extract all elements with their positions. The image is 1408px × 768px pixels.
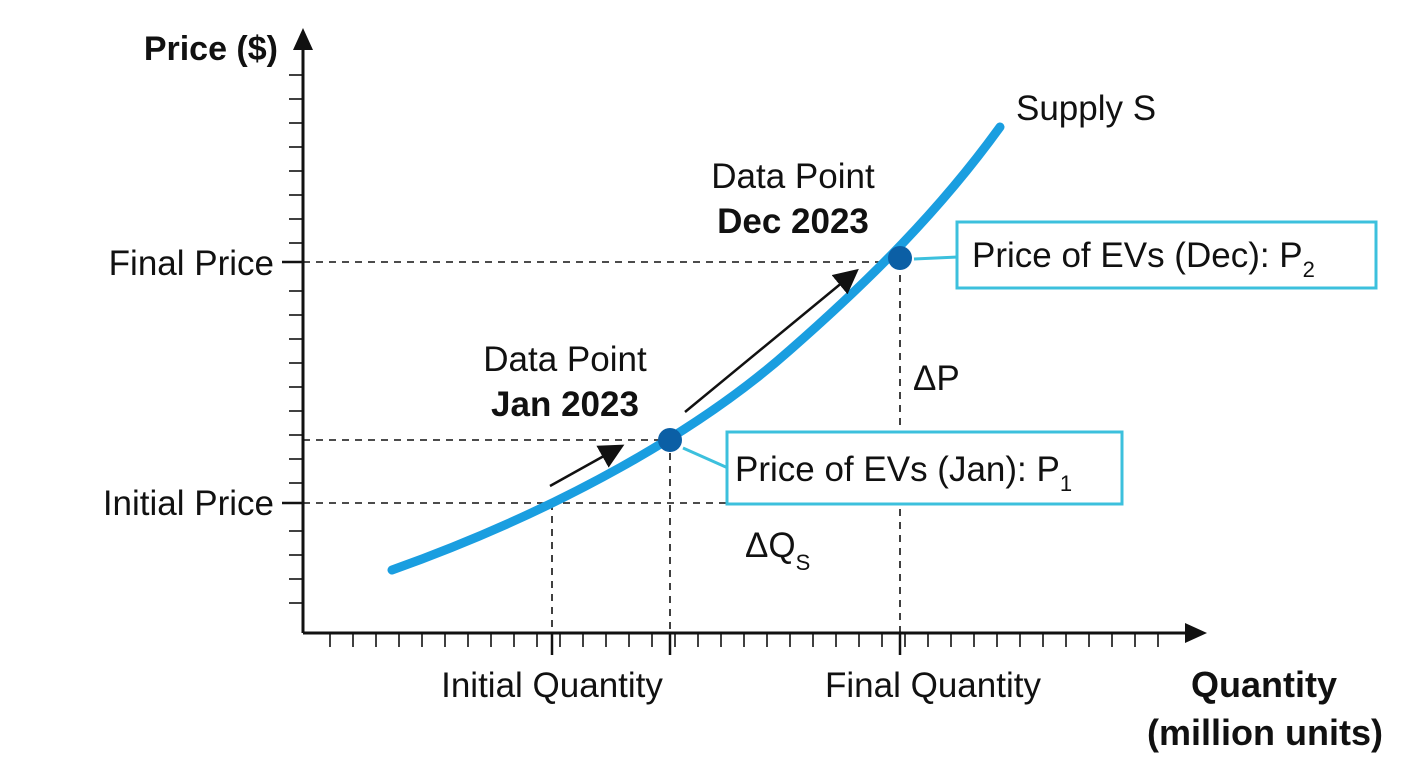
supply-curve-label: Supply S (1016, 89, 1156, 128)
delta-quantity-label: ΔQS (745, 526, 810, 575)
movement-arrow-upper (684, 268, 859, 413)
supply-curve (387, 122, 1005, 575)
dec-callout-main: Price of EVs (Dec): P (972, 236, 1303, 275)
final-quantity-label: Final Quantity (825, 666, 1041, 705)
dec-callout-connector (913, 255, 959, 261)
x-axis-arrow (1185, 623, 1207, 643)
x-ticks (329, 633, 1159, 655)
initial-price-label: Initial Price (103, 484, 274, 523)
delta-price-label: ΔP (913, 359, 960, 398)
x-axis-label-line1: Quantity (1191, 664, 1337, 705)
jan-callout-main: Price of EVs (Jan): P (735, 450, 1060, 489)
delta-quantity-main: ΔQ (745, 526, 796, 565)
jan-point-title-line1: Data Point (483, 340, 647, 379)
jan-callout-connector (682, 446, 729, 470)
jan-callout-text: Price of EVs (Jan): P1 (735, 450, 1072, 496)
data-point-jan (658, 428, 682, 452)
dec-callout-subscript: 2 (1303, 257, 1315, 282)
delta-quantity-subscript: S (796, 550, 811, 575)
dec-callout-box (955, 220, 1378, 290)
final-price-label: Final Price (109, 244, 274, 283)
jan-point-title-line2: Jan 2023 (491, 385, 639, 424)
dec-point-title-line1: Data Point (711, 157, 875, 196)
jan-callout-subscript: 1 (1060, 471, 1072, 496)
movement-arrow-lower (549, 444, 625, 488)
jan-callout-box (725, 430, 1124, 506)
dec-point-title-line2: Dec 2023 (717, 202, 869, 241)
data-point-dec (888, 246, 912, 270)
y-axis-label: Price ($) (144, 30, 278, 68)
initial-quantity-label: Initial Quantity (441, 666, 663, 705)
dec-callout-text: Price of EVs (Dec): P2 (972, 236, 1315, 282)
x-axis-label-line2: (million units) (1147, 712, 1383, 753)
y-axis-arrow (293, 28, 313, 50)
y-ticks (282, 74, 303, 604)
